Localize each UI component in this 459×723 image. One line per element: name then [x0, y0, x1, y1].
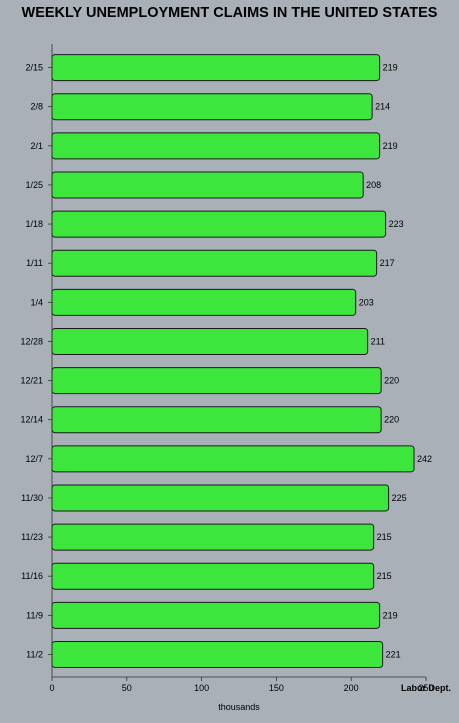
- bar: [51, 523, 375, 551]
- bar: [51, 249, 378, 277]
- value-label: 221: [386, 649, 401, 659]
- category-label: 2/15: [25, 63, 43, 73]
- bar: [51, 640, 384, 668]
- bar: [51, 210, 387, 238]
- category-label: 1/11: [26, 258, 43, 268]
- value-label: 220: [384, 376, 399, 386]
- category-label: 11/16: [21, 571, 43, 581]
- value-label: 215: [377, 571, 392, 581]
- category-label: 11/9: [26, 610, 43, 620]
- category-label: 12/28: [20, 336, 43, 346]
- bars-layer: 2/15 219 2/8 214 2/1 219 1/25 208 1/18 223 1/11 217…: [20, 54, 432, 668]
- chart-title: WEEKLY UNEMPLOYMENT CLAIMS IN THE UNITED…: [22, 5, 438, 21]
- x-tick-label: 250: [418, 683, 433, 693]
- bar: [51, 484, 390, 512]
- value-label: 215: [377, 532, 392, 542]
- value-label: 223: [389, 219, 404, 229]
- category-label: 1/4: [30, 297, 43, 307]
- value-label: 214: [375, 102, 390, 112]
- value-label: 203: [359, 297, 374, 307]
- value-label: 242: [417, 454, 432, 464]
- category-label: 1/18: [25, 219, 43, 229]
- x-tick-label: 150: [269, 683, 284, 693]
- x-tick-label: 0: [49, 683, 54, 693]
- category-label: 11/23: [21, 532, 43, 542]
- value-label: 220: [384, 415, 399, 425]
- value-label: 225: [392, 493, 407, 503]
- bar: [51, 327, 369, 355]
- category-label: 1/25: [25, 180, 43, 190]
- category-label: 12/7: [25, 454, 43, 464]
- x-tick-label: 200: [344, 683, 359, 693]
- value-label: 219: [383, 63, 398, 73]
- bar: [51, 93, 373, 121]
- category-label: 11/30: [21, 493, 43, 503]
- bar: [51, 367, 382, 395]
- x-tick-label: 100: [194, 683, 209, 693]
- source-label: Labor Dept.: [401, 683, 451, 693]
- bar: [51, 445, 415, 473]
- value-label: 208: [366, 180, 381, 190]
- bar: [51, 601, 381, 629]
- bar: [51, 288, 357, 316]
- bar: [51, 562, 375, 590]
- x-axis-label: thousands: [218, 702, 260, 712]
- value-label: 219: [383, 610, 398, 620]
- category-label: 2/1: [30, 141, 43, 151]
- value-label: 217: [380, 258, 395, 268]
- category-label: 12/14: [20, 415, 43, 425]
- category-label: 12/21: [20, 376, 43, 386]
- category-label: 11/2: [26, 649, 43, 659]
- bar: [51, 54, 381, 82]
- value-label: 211: [371, 336, 385, 346]
- x-axis: 0 50 100 150 200 250: [49, 44, 434, 693]
- bar: [51, 132, 381, 160]
- bar: [51, 171, 364, 199]
- bar: [51, 406, 382, 434]
- category-label: 2/8: [30, 102, 43, 112]
- x-tick-label: 50: [122, 683, 132, 693]
- value-label: 219: [383, 141, 398, 151]
